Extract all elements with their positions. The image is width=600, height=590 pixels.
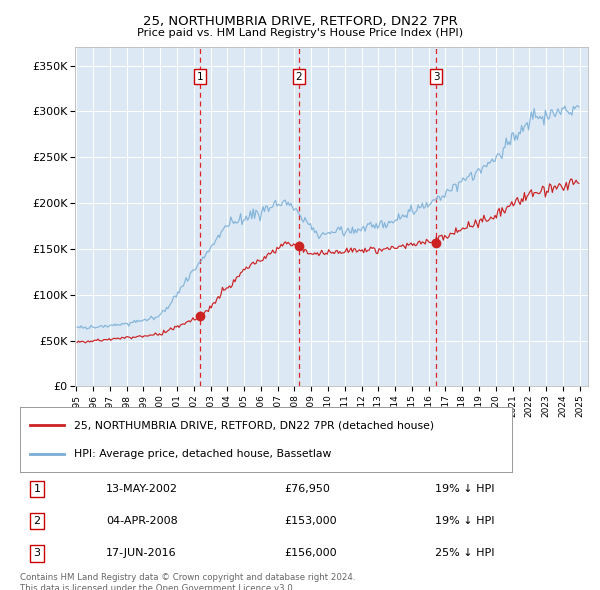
Text: 2: 2 — [34, 516, 41, 526]
Text: £156,000: £156,000 — [285, 549, 337, 558]
Text: £76,950: £76,950 — [285, 484, 331, 494]
Text: 17-JUN-2016: 17-JUN-2016 — [106, 549, 177, 558]
Text: 19% ↓ HPI: 19% ↓ HPI — [434, 516, 494, 526]
Text: 04-APR-2008: 04-APR-2008 — [106, 516, 178, 526]
Text: 3: 3 — [34, 549, 41, 558]
Text: Price paid vs. HM Land Registry's House Price Index (HPI): Price paid vs. HM Land Registry's House … — [137, 28, 463, 38]
Text: £153,000: £153,000 — [285, 516, 337, 526]
Text: 1: 1 — [197, 71, 203, 81]
Text: HPI: Average price, detached house, Bassetlaw: HPI: Average price, detached house, Bass… — [74, 449, 331, 459]
Text: This data is licensed under the Open Government Licence v3.0.: This data is licensed under the Open Gov… — [20, 584, 295, 590]
Text: 19% ↓ HPI: 19% ↓ HPI — [434, 484, 494, 494]
Text: 3: 3 — [433, 71, 440, 81]
Text: 25, NORTHUMBRIA DRIVE, RETFORD, DN22 7PR: 25, NORTHUMBRIA DRIVE, RETFORD, DN22 7PR — [143, 15, 457, 28]
Text: 25% ↓ HPI: 25% ↓ HPI — [434, 549, 494, 558]
Text: 13-MAY-2002: 13-MAY-2002 — [106, 484, 178, 494]
Text: Contains HM Land Registry data © Crown copyright and database right 2024.: Contains HM Land Registry data © Crown c… — [20, 573, 355, 582]
Text: 1: 1 — [34, 484, 41, 494]
Text: 25, NORTHUMBRIA DRIVE, RETFORD, DN22 7PR (detached house): 25, NORTHUMBRIA DRIVE, RETFORD, DN22 7PR… — [74, 420, 434, 430]
Text: 2: 2 — [295, 71, 302, 81]
